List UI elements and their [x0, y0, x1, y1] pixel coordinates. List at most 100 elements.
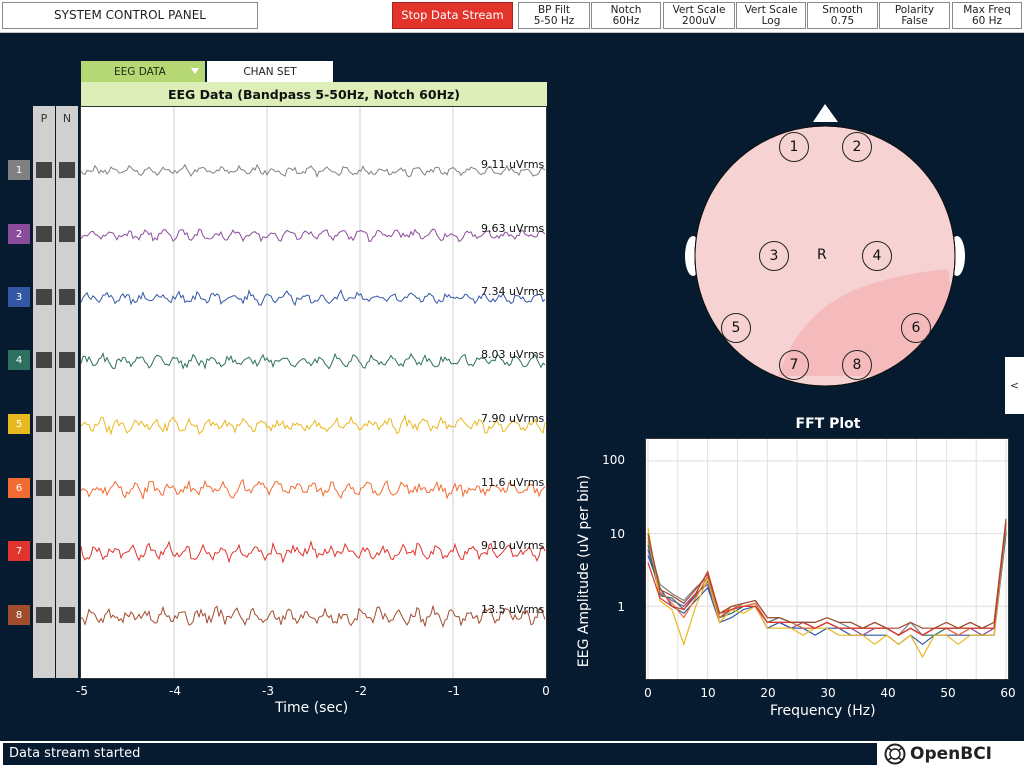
- channel-1-n-button[interactable]: [59, 162, 75, 178]
- fft-x-tick: 20: [760, 686, 776, 700]
- dropdown-arrow-icon[interactable]: [191, 68, 199, 74]
- fft-x-axis-label: Frequency (Hz): [770, 703, 876, 719]
- channel-1-toggle[interactable]: 1: [8, 160, 30, 180]
- electrode-1: 1: [779, 132, 809, 162]
- head-plot: 1 2 3 4 5 6 7 8 R: [683, 104, 968, 391]
- fft-svg: [646, 439, 1008, 679]
- nose-marker: [813, 104, 838, 122]
- fft-series-5: [647, 525, 1007, 659]
- channel-4-toggle[interactable]: 4: [8, 350, 30, 370]
- fft-title: FFT Plot: [795, 416, 861, 432]
- vert-scale-log-value: Log: [761, 14, 781, 27]
- bp-filter-button[interactable]: BP Filt 5-50 Hz: [518, 2, 590, 29]
- channel-7-n-button[interactable]: [59, 543, 75, 559]
- eeg-trace-8: [80, 605, 546, 629]
- p-column-header: P: [33, 106, 55, 130]
- channel-2-rms: 9.63 uVrms: [481, 222, 545, 235]
- channel-6-toggle[interactable]: 6: [8, 478, 30, 498]
- notch-value: 60Hz: [612, 14, 640, 27]
- polarity-label: Polarity: [894, 3, 935, 16]
- time-tick: -5: [76, 684, 88, 698]
- channel-7-p-button[interactable]: [36, 543, 52, 559]
- fft-y-axis-label: EEG Amplitude (uV per bin): [576, 474, 592, 668]
- n-column: [56, 130, 78, 678]
- time-tick: -4: [169, 684, 181, 698]
- collapse-side-panel-button[interactable]: <: [1005, 357, 1024, 414]
- tab-chan-set[interactable]: CHAN SET: [207, 61, 333, 83]
- fft-y-tick: 1: [617, 600, 625, 614]
- vert-scale-button[interactable]: Vert Scale 200uV: [663, 2, 735, 29]
- eeg-traces-svg: [80, 107, 546, 678]
- eeg-plot-title: EEG Data (Bandpass 5-50Hz, Notch 60Hz): [81, 82, 547, 106]
- n-column-header: N: [56, 106, 78, 130]
- time-axis-label: Time (sec): [275, 700, 349, 716]
- channel-7-rms: 9.10 uVrms: [481, 539, 545, 552]
- channel-4-p-button[interactable]: [36, 352, 52, 368]
- time-tick: -1: [448, 684, 460, 698]
- polarity-button[interactable]: Polarity False: [879, 2, 950, 29]
- fft-y-tick: 10: [609, 527, 625, 541]
- eeg-trace-2: [80, 228, 546, 243]
- max-freq-value: 60 Hz: [971, 14, 1003, 27]
- channel-2-toggle[interactable]: 2: [8, 224, 30, 244]
- fft-x-tick: 0: [644, 686, 652, 700]
- vert-scale-label: Vert Scale: [672, 3, 726, 16]
- electrode-7: 7: [779, 350, 809, 380]
- channel-5-n-button[interactable]: [59, 416, 75, 432]
- vert-scale-value: 200uV: [682, 14, 716, 27]
- channel-5-p-button[interactable]: [36, 416, 52, 432]
- channel-5-toggle[interactable]: 5: [8, 414, 30, 434]
- eeg-trace-1: [80, 163, 546, 179]
- smooth-button[interactable]: Smooth 0.75: [807, 2, 878, 29]
- tab-eeg-data[interactable]: EEG DATA: [81, 61, 205, 83]
- head-map-svg: [685, 104, 965, 387]
- channel-8-p-button[interactable]: [36, 607, 52, 623]
- channel-4-n-button[interactable]: [59, 352, 75, 368]
- channel-2-p-button[interactable]: [36, 226, 52, 242]
- bp-filter-label: BP Filt: [537, 3, 571, 16]
- status-message: Data stream started: [3, 743, 877, 765]
- electrode-3: 3: [759, 241, 789, 271]
- p-column: [33, 130, 55, 678]
- channel-3-rms: 7.34 uVrms: [481, 285, 545, 298]
- channel-1-p-button[interactable]: [36, 162, 52, 178]
- channel-4-rms: 8.03 uVrms: [481, 348, 545, 361]
- openbci-logo-icon: [884, 743, 906, 765]
- electrode-2: 2: [842, 132, 872, 162]
- eeg-time-series-plot: [80, 106, 547, 679]
- fft-y-tick: 100: [602, 453, 625, 467]
- bp-filter-value: 5-50 Hz: [533, 14, 575, 27]
- channel-7-toggle[interactable]: 7: [8, 541, 30, 561]
- system-control-panel-button[interactable]: SYSTEM CONTROL PANEL: [2, 2, 258, 29]
- electrode-5: 5: [721, 313, 751, 343]
- eeg-trace-6: [80, 478, 546, 500]
- fft-x-tick: 40: [880, 686, 896, 700]
- stop-data-stream-button[interactable]: Stop Data Stream: [392, 2, 513, 29]
- channel-3-p-button[interactable]: [36, 289, 52, 305]
- channel-2-n-button[interactable]: [59, 226, 75, 242]
- fft-x-tick: 50: [940, 686, 956, 700]
- channel-8-n-button[interactable]: [59, 607, 75, 623]
- openbci-logo: OpenBCI: [884, 742, 1020, 766]
- time-tick: 0: [542, 684, 550, 698]
- notch-label: Notch: [610, 3, 642, 16]
- max-freq-button[interactable]: Max Freq 60 Hz: [952, 2, 1022, 29]
- vert-scale-log-button[interactable]: Vert Scale Log: [736, 2, 806, 29]
- channel-1-rms: 9.11 uVrms: [481, 158, 545, 171]
- electrode-6: 6: [901, 313, 931, 343]
- channel-8-toggle[interactable]: 8: [8, 605, 30, 625]
- channel-5-rms: 7.90 uVrms: [481, 412, 545, 425]
- electrode-4: 4: [862, 241, 892, 271]
- channel-6-n-button[interactable]: [59, 480, 75, 496]
- channel-3-toggle[interactable]: 3: [8, 287, 30, 307]
- channel-3-n-button[interactable]: [59, 289, 75, 305]
- tab-eeg-data-label: EEG DATA: [114, 66, 166, 78]
- channel-6-p-button[interactable]: [36, 480, 52, 496]
- electrode-8: 8: [842, 350, 872, 380]
- notch-button[interactable]: Notch 60Hz: [591, 2, 661, 29]
- fft-series-7: [647, 522, 1007, 636]
- channel-6-rms: 11.6 uVrms: [481, 476, 545, 489]
- eeg-trace-4: [80, 351, 546, 370]
- max-freq-label: Max Freq: [963, 3, 1011, 16]
- fft-series-8: [647, 518, 1007, 629]
